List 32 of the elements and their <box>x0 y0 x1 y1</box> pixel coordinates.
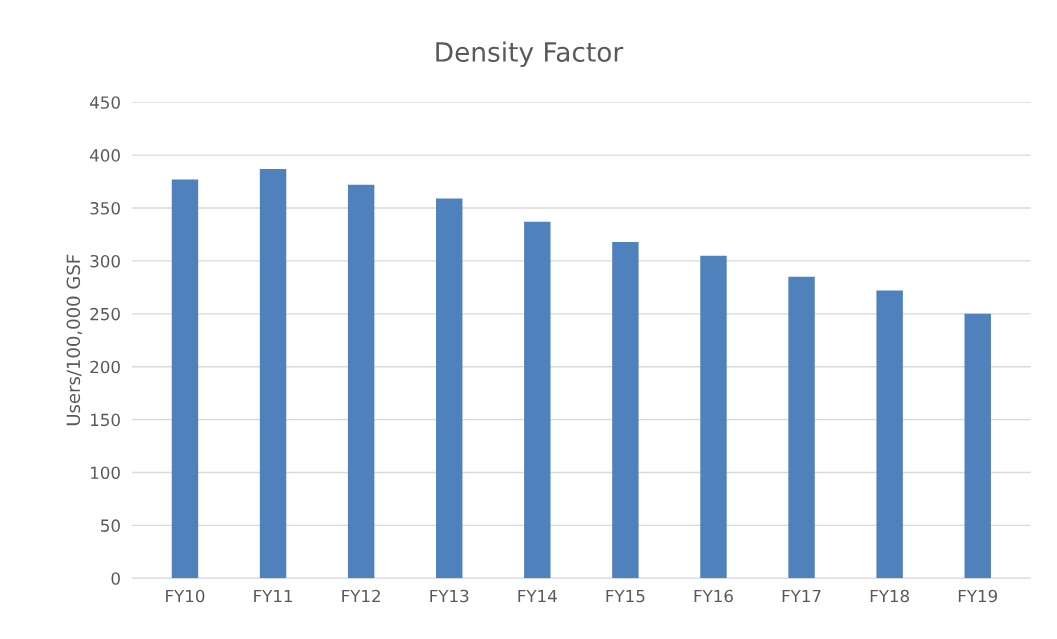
x-tick-label: FY15 <box>606 589 645 603</box>
bar <box>612 241 639 579</box>
y-tick-label: 350 <box>90 201 120 215</box>
bar <box>964 313 991 579</box>
x-tick-label: FY10 <box>166 589 205 603</box>
y-axis-title: Users/100,000 GSF <box>66 254 82 426</box>
y-tick-label: 100 <box>91 466 120 480</box>
y-tick-label: 400 <box>90 149 120 162</box>
y-tick-label: 300 <box>90 254 120 268</box>
x-tick-label: FY11 <box>254 589 293 603</box>
bar <box>700 255 727 579</box>
bar <box>876 290 903 579</box>
bar <box>436 198 463 579</box>
bar <box>788 276 815 579</box>
x-tick-label: FY17 <box>782 589 821 603</box>
x-tick-label: FY13 <box>430 589 469 603</box>
bar <box>171 179 199 579</box>
x-tick-label: FY19 <box>958 589 998 603</box>
y-tick-label: 150 <box>91 413 120 427</box>
y-tick-label: 250 <box>90 307 120 321</box>
bar <box>347 184 375 579</box>
y-tick-label: 0 <box>111 572 120 585</box>
bar <box>259 168 287 579</box>
y-tick-label: 50 <box>101 519 120 532</box>
bar <box>524 221 551 579</box>
x-tick-label: FY12 <box>342 589 380 603</box>
chart-title: Density Factor <box>436 41 624 68</box>
y-tick-label: 450 <box>90 96 120 109</box>
x-tick-label: FY18 <box>870 589 909 603</box>
y-tick-label: 200 <box>90 360 120 374</box>
x-tick-label: FY14 <box>518 589 557 603</box>
x-tick-label: FY16 <box>694 589 733 603</box>
